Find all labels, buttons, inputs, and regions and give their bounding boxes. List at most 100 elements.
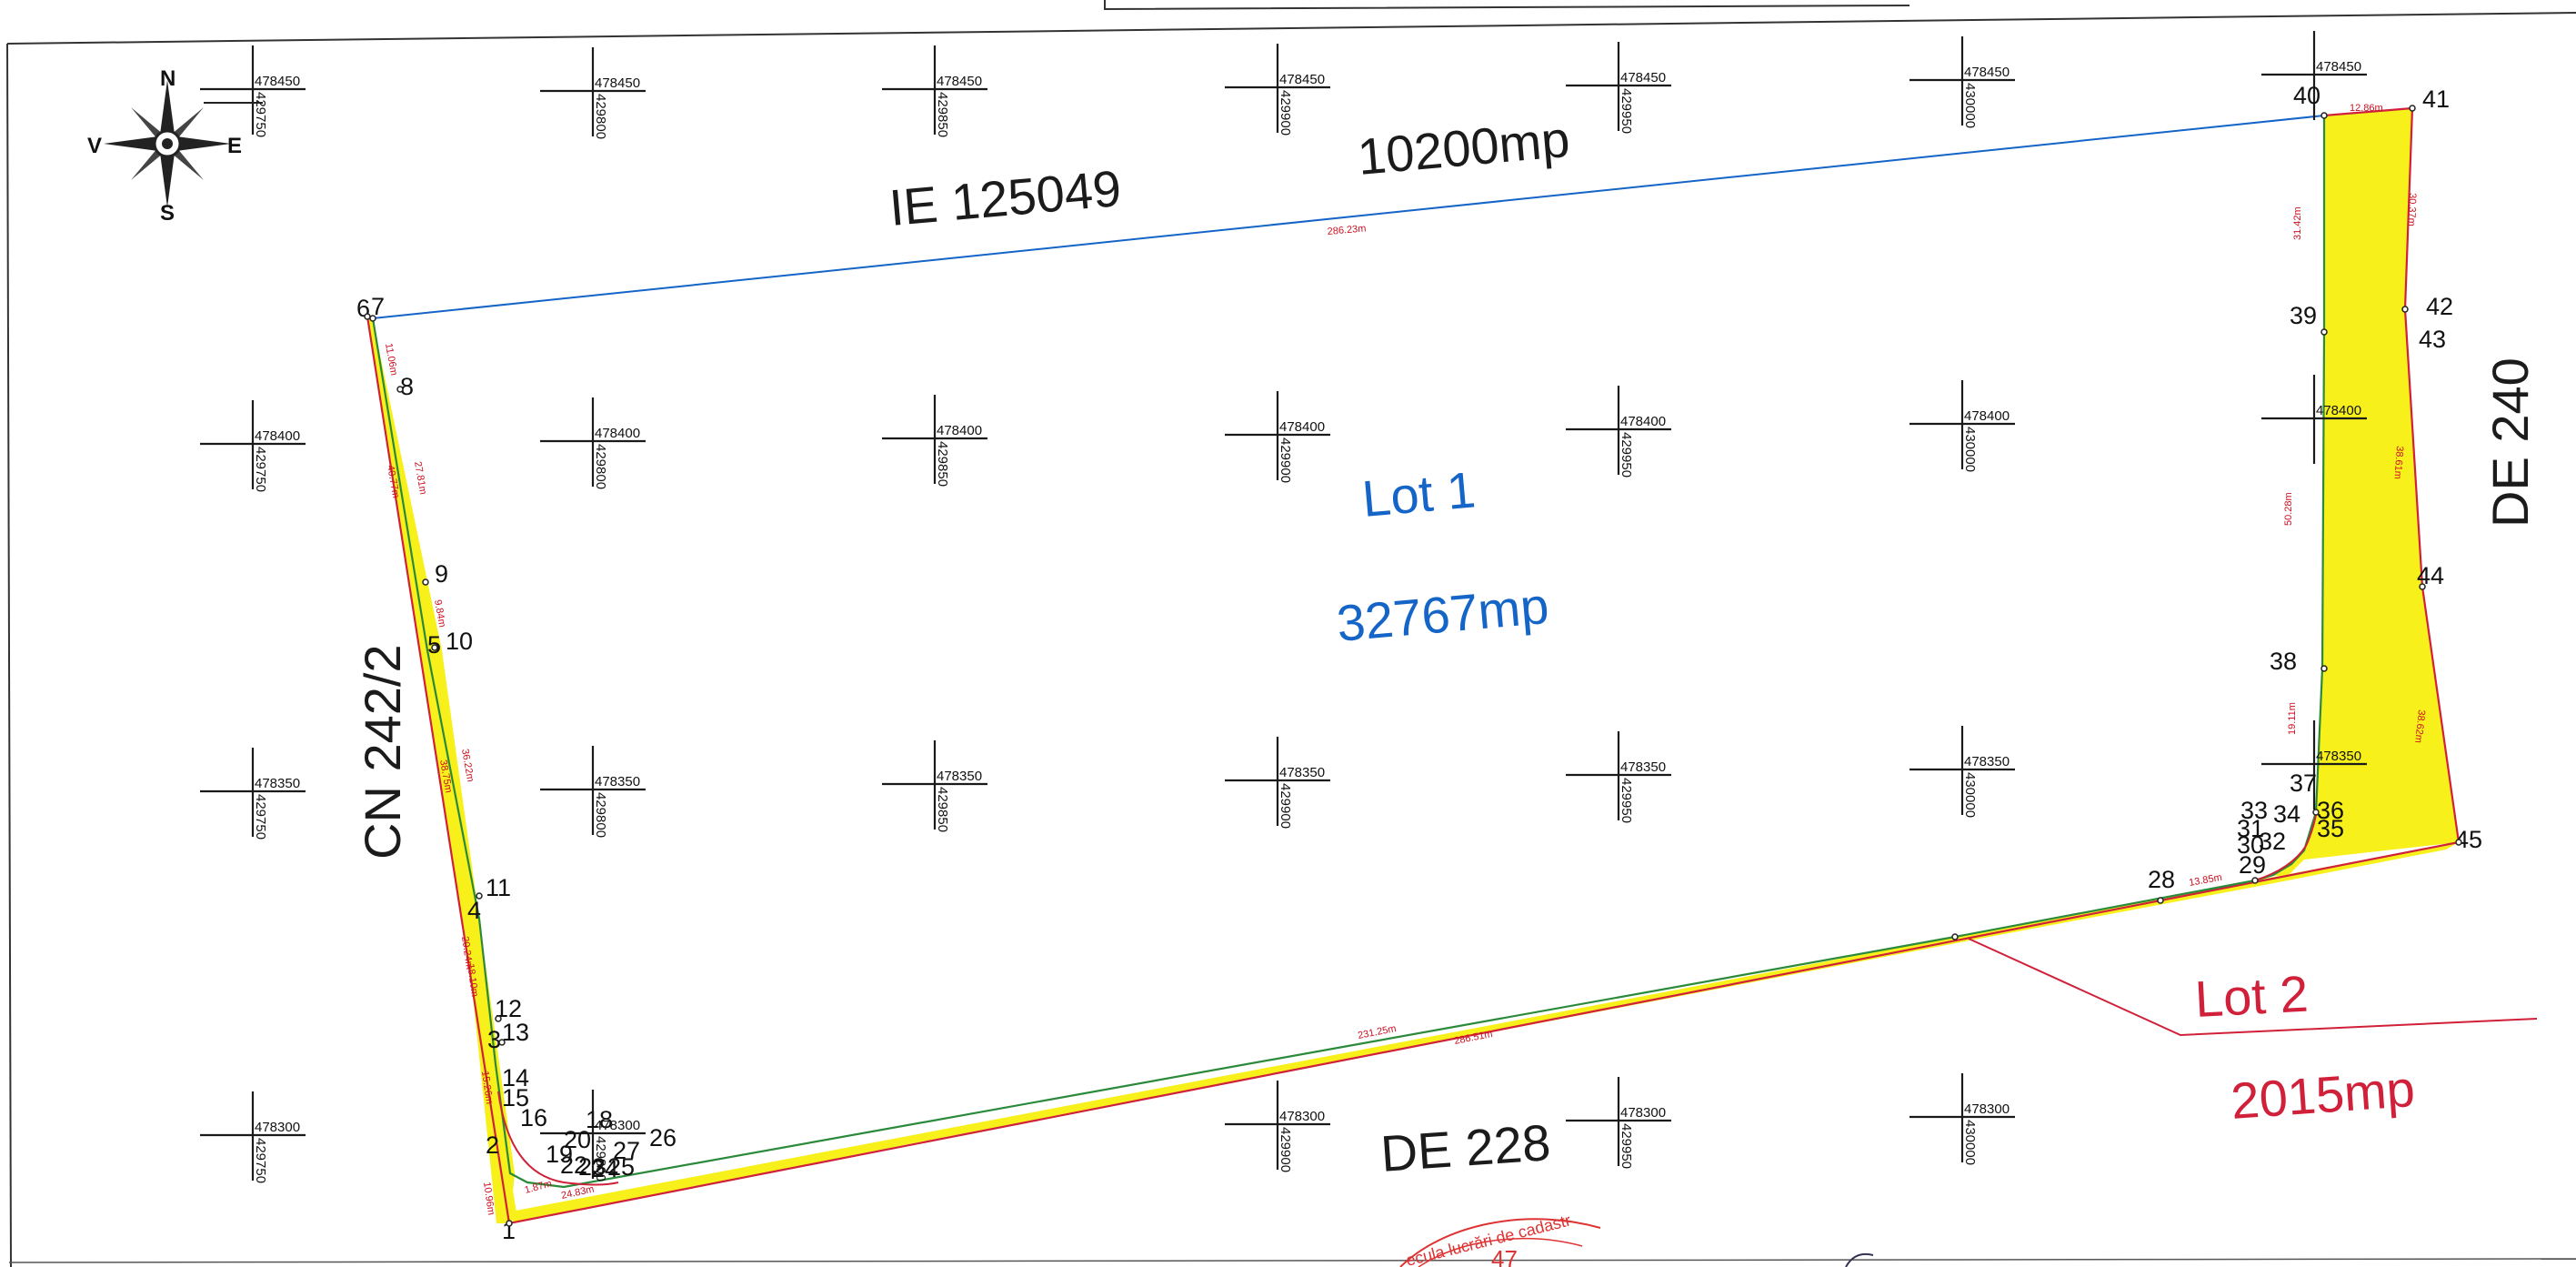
vertex-marker [2312, 809, 2320, 816]
point-label-25: 25 [607, 1153, 635, 1181]
lot2-area: 2015mp [2229, 1060, 2416, 1130]
dimension-label: 30.37m [2406, 193, 2418, 226]
grid-easting-label: 429850 [935, 787, 950, 832]
grid-northing-label: 478450 [1964, 65, 2010, 80]
point-label-10: 10 [446, 628, 473, 655]
grid-easting-label: 429950 [1619, 88, 1634, 134]
grid-northing-label: 478400 [1279, 419, 1325, 435]
point-label-42: 42 [2426, 293, 2453, 320]
grid-cross: 478400 [2261, 375, 2367, 464]
grid-cross: 478400 429850 [882, 395, 987, 487]
compass-e-label: E [227, 134, 242, 158]
vertex-marker [2419, 583, 2426, 590]
grid-easting-label: 429900 [1278, 1127, 1293, 1172]
dimension-label: 38.62m [2412, 709, 2427, 744]
point-label-38: 38 [2270, 648, 2297, 675]
cadastral-stamp: ecula lucrări de cadastr 47 [1399, 1211, 1874, 1267]
dimension-label: 20.24m [459, 936, 475, 970]
grid-cross: 478300 429900 [1225, 1081, 1330, 1172]
lot2-strip-west-edge [367, 317, 516, 1223]
grid-easting-label: 429750 [253, 447, 268, 492]
point-label-9: 9 [435, 560, 448, 588]
grid-northing-label: 478400 [1964, 408, 2010, 424]
grid-northing-label: 478350 [255, 776, 300, 791]
point-label-18: 18 [586, 1106, 613, 1133]
grid-northing-label: 478300 [255, 1120, 300, 1135]
point-label-7: 7 [371, 293, 385, 320]
grid-cross: 478450 430000 [1909, 36, 2015, 128]
neighbor-north-area: 10200mp [1356, 110, 1572, 186]
grid-cross: 478300 430000 [1909, 1073, 2015, 1165]
point-label-24: 24 [591, 1155, 618, 1182]
grid-cross: 478450 429750 [200, 45, 306, 137]
point-label-40: 40 [2293, 82, 2320, 109]
dimension-label: 18.10m [465, 963, 480, 998]
grid-easting-label: 429950 [1619, 778, 1634, 823]
sheet-border-top [6, 12, 2576, 45]
point-label-35: 35 [2317, 815, 2344, 842]
dimension-label: 286.23m [1327, 223, 1367, 237]
compass-w-label: V [87, 134, 102, 158]
neighbor-west-label: CN 242/2 [354, 644, 411, 860]
point-label-43: 43 [2419, 326, 2446, 353]
vertex-marker [498, 1039, 506, 1046]
vertex-marker [2320, 328, 2328, 336]
grid-cross: 478300 429950 [1566, 1077, 1671, 1169]
grid-cross: 478400 429950 [1566, 386, 1671, 478]
vertex-marker [431, 644, 438, 651]
dimension-label: 38.61m [2391, 446, 2405, 479]
lot2-leader [1968, 938, 2538, 1037]
grid-easting-label: 430000 [1962, 1120, 1978, 1165]
grid-cross: 478300 429750 [200, 1091, 306, 1183]
grid-cross: 478450 429800 [540, 47, 646, 139]
vertex-marker [2409, 105, 2416, 112]
point-label-31: 31 [2237, 815, 2264, 842]
grid-cross: 478350 429800 [540, 746, 646, 838]
lot2-strip-east [2273, 108, 2459, 878]
neighbor-north-label: IE 125049 [887, 159, 1124, 236]
dimension-label: 19.11m [2287, 702, 2298, 735]
lot2-strip-west [367, 317, 2459, 1226]
grid-northing-label: 478300 [1620, 1105, 1666, 1121]
grid-easting-label: 429800 [593, 444, 608, 489]
grid-easting-label: 429750 [253, 794, 268, 840]
vertex-marker [2320, 112, 2328, 119]
grid-northing-label: 478300 [595, 1118, 640, 1133]
point-label-36: 36 [2317, 797, 2344, 824]
vertex-marker [396, 386, 404, 393]
grid-easting-label: 429850 [935, 441, 950, 487]
grid-easting-label: 429900 [1278, 783, 1293, 829]
grid-cross: 478350 [2261, 720, 2367, 809]
grid-northing-label: 478450 [595, 75, 640, 91]
point-label-30: 30 [2237, 831, 2264, 859]
point-label-23: 23 [578, 1153, 606, 1181]
grid-easting-label: 429950 [1619, 432, 1634, 478]
grid-northing-label: 478300 [1964, 1101, 2010, 1117]
grid-cross: 478350 430000 [1909, 726, 2015, 818]
grid-northing-label: 478350 [1620, 759, 1666, 775]
grid-northing-label: 478400 [937, 423, 982, 438]
compass-s-label: S [160, 201, 175, 226]
vertex-marker [495, 1015, 502, 1022]
grid-cross: 478350 429850 [882, 740, 987, 832]
grid-northing-label: 478450 [937, 74, 982, 89]
vertex-marker [2455, 839, 2462, 846]
grid-easting-label: 430000 [1962, 83, 1978, 128]
grid-easting-label: 429900 [1278, 437, 1293, 483]
dimension-label: 31.42m [2292, 206, 2303, 240]
point-label-4: 4 [467, 897, 481, 924]
point-label-32: 32 [2259, 828, 2286, 855]
dimension-label: 15.26m [479, 1071, 495, 1105]
boundary-points: 1234567891011121314151618192022232425262… [356, 82, 2482, 1244]
grid-cross: 478400 429800 [540, 397, 646, 489]
grid-cross: 478450 429900 [1225, 44, 1330, 136]
grid-cross: 478450 429850 [882, 45, 987, 137]
dimension-label: 13.85m [2188, 872, 2222, 889]
vertex-marker [364, 313, 371, 320]
vertex-marker [2157, 897, 2164, 904]
grid-easting-label: 430000 [1962, 427, 1978, 472]
grid-easting-label: 429950 [1619, 1123, 1634, 1169]
neighbor-south-label: DE 228 [1378, 1113, 1552, 1182]
dimension-label: 50.28m [2283, 492, 2294, 526]
